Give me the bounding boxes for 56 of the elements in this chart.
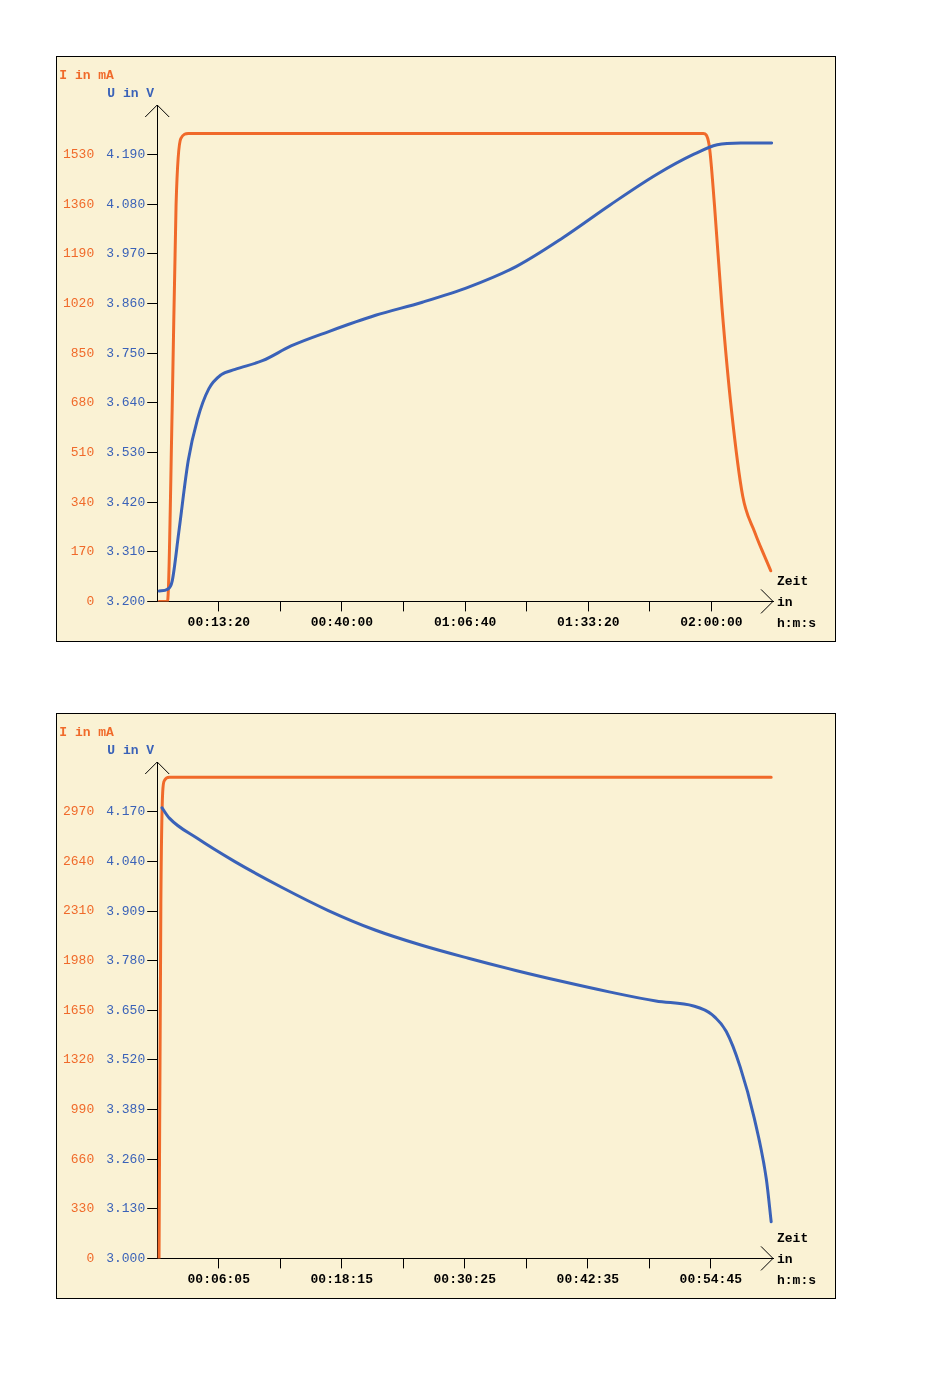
y2-tick-label: 510 <box>70 444 95 460</box>
y2-tick-label: 1020 <box>62 296 95 311</box>
y-axis-title: U in V <box>107 743 155 758</box>
x-tick-label: 00:13:20 <box>187 615 251 631</box>
y-tick-label: 3.389 <box>106 1102 146 1118</box>
x-tick-label: 01:33:20 <box>557 615 620 631</box>
y2-axis-title: I in mA <box>59 725 115 740</box>
x-tick-label: 00:06:05 <box>187 1272 251 1288</box>
y2-tick-label: 990 <box>70 1101 95 1117</box>
y-tick-label: 3.780 <box>106 953 146 968</box>
x-tick-label: 00:30:25 <box>433 1272 497 1288</box>
x-tick-label: 00:18:15 <box>310 1272 374 1288</box>
y-tick-label: 3.130 <box>106 1201 146 1217</box>
x-tick-label: 00:42:35 <box>556 1272 620 1288</box>
y2-tick-label: 680 <box>70 395 95 411</box>
y2-tick-label: 1320 <box>62 1052 95 1068</box>
y-tick-label: 3.200 <box>106 593 146 609</box>
y2-tick-label: 850 <box>70 345 95 361</box>
y-tick-label: 4.190 <box>106 147 146 163</box>
y2-axis-title: I in mA <box>59 68 115 83</box>
y-tick-label: 3.530 <box>106 444 146 460</box>
x-axis-title: Zeit in h:m:s <box>777 1231 817 1289</box>
y2-tick-label: 2640 <box>62 853 95 869</box>
y2-tick-label: 660 <box>70 1151 95 1167</box>
x-axis-title: Zeit in h:m:s <box>777 574 817 632</box>
y-tick-label: 3.520 <box>106 1052 146 1068</box>
y-tick-label: 3.909 <box>106 903 146 919</box>
y2-tick-label: 2310 <box>62 903 95 919</box>
y2-tick-label: 1360 <box>62 196 95 212</box>
y-tick-label: 3.640 <box>106 395 146 411</box>
x-tick-label: 00:54:45 <box>679 1272 743 1288</box>
x-tick-label: 02:00:00 <box>680 615 743 631</box>
y-tick-label: 4.040 <box>106 853 146 869</box>
y2-tick-label: 2970 <box>62 804 95 820</box>
y-tick-label: 3.420 <box>106 494 146 510</box>
y2-tick-label: 0 <box>86 593 95 609</box>
x-tick-label: 01:06:40 <box>433 615 497 631</box>
y2-tick-label: 340 <box>70 494 95 510</box>
y-tick-label: 3.000 <box>106 1250 146 1266</box>
y2-tick-label: 1190 <box>62 246 95 262</box>
y-tick-label: 3.310 <box>106 544 146 560</box>
y-tick-label: 3.650 <box>106 1002 146 1018</box>
y-tick-label: 3.750 <box>106 345 146 361</box>
y2-tick-label: 1650 <box>62 1002 95 1018</box>
y-tick-label: 3.260 <box>106 1151 146 1167</box>
y2-tick-label: 1530 <box>62 147 95 163</box>
y2-tick-label: 330 <box>70 1201 95 1217</box>
y2-tick-label: 0 <box>86 1250 95 1266</box>
y-tick-label: 4.080 <box>106 196 146 212</box>
y-axis-title: U in V <box>107 86 155 101</box>
x-tick-label: 00:40:00 <box>310 615 374 631</box>
y2-tick-label: 170 <box>70 544 95 560</box>
y2-tick-label: 1980 <box>62 953 95 968</box>
y-tick-label: 4.170 <box>106 804 146 820</box>
y-tick-label: 3.970 <box>106 246 146 262</box>
y-tick-label: 3.860 <box>106 296 146 311</box>
